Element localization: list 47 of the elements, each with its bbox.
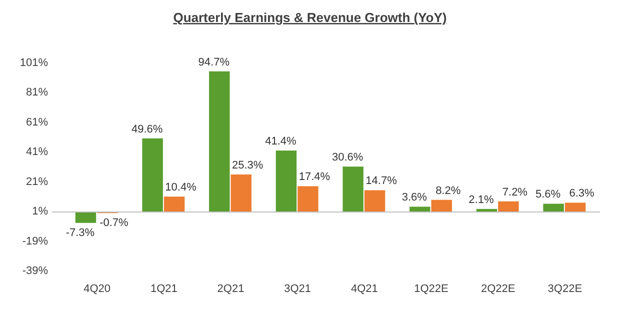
data-label: 3.6% bbox=[402, 192, 428, 204]
data-label: 2.1% bbox=[468, 194, 494, 206]
bar bbox=[410, 206, 430, 212]
data-label: 30.6% bbox=[332, 152, 364, 164]
data-label: -7.3% bbox=[66, 226, 95, 239]
bar bbox=[75, 212, 96, 223]
data-label: 41.4% bbox=[265, 136, 297, 148]
bar bbox=[431, 200, 452, 212]
data-label: 25.3% bbox=[232, 159, 264, 172]
bar bbox=[142, 138, 163, 212]
y-tick-label: 41% bbox=[26, 146, 48, 158]
y-tick-label: 101% bbox=[20, 57, 48, 69]
bar bbox=[209, 71, 230, 212]
bar bbox=[342, 166, 364, 212]
y-tick-label: -39% bbox=[22, 265, 48, 277]
y-tick-label: -19% bbox=[22, 235, 48, 248]
data-label: 6.3% bbox=[569, 188, 595, 200]
y-tick-label: 61% bbox=[26, 116, 48, 128]
y-tick-label: 81% bbox=[26, 86, 48, 99]
data-label: 17.4% bbox=[298, 171, 330, 184]
bar bbox=[364, 190, 386, 212]
x-tick-label: 2Q21 bbox=[217, 283, 244, 295]
bar bbox=[498, 201, 519, 212]
bar bbox=[564, 202, 586, 212]
bar bbox=[276, 150, 297, 212]
bar bbox=[230, 174, 252, 212]
x-tick-label: 1Q21 bbox=[150, 283, 178, 295]
data-label: 49.6% bbox=[131, 123, 163, 136]
x-tick-label: 1Q22E bbox=[414, 283, 448, 295]
bar bbox=[164, 196, 185, 212]
data-label: 10.4% bbox=[165, 182, 197, 194]
x-tick-label: 4Q20 bbox=[84, 283, 111, 295]
data-label: 14.7% bbox=[366, 175, 398, 188]
x-tick-label: 3Q22E bbox=[548, 283, 582, 295]
data-label: 8.2% bbox=[436, 184, 461, 197]
chart-title: Quarterly Earnings & Revenue Growth (YoY) bbox=[173, 10, 447, 25]
y-tick-label: 1% bbox=[32, 206, 48, 218]
x-tick-label: 4Q21 bbox=[350, 283, 378, 295]
data-label: 94.7% bbox=[198, 56, 230, 68]
x-tick-label: 2Q22E bbox=[480, 283, 516, 295]
data-label: 7.2% bbox=[502, 186, 528, 198]
data-label: -0.7% bbox=[100, 217, 129, 230]
x-tick-label: 3Q21 bbox=[284, 283, 312, 295]
data-label: 5.6% bbox=[536, 188, 561, 201]
y-tick-label: 21% bbox=[26, 176, 48, 188]
bar bbox=[543, 204, 564, 212]
bar bbox=[298, 186, 318, 212]
